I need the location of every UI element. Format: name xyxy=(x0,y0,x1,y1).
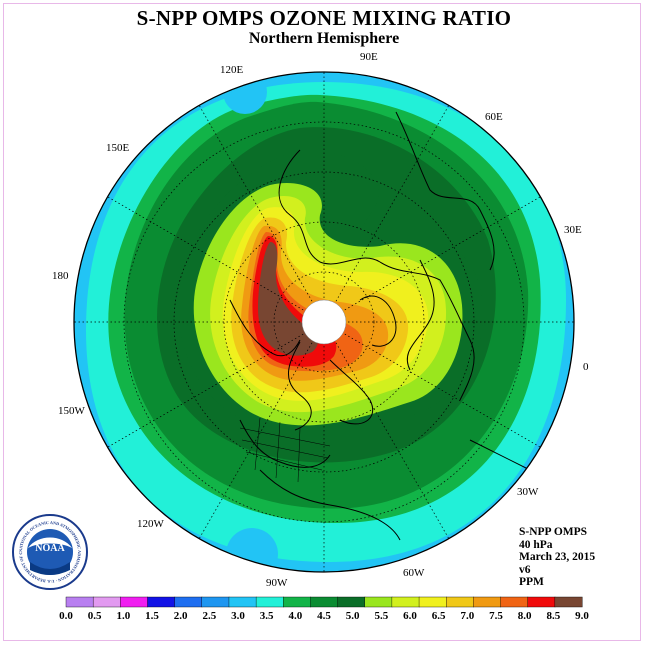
lon-label-30w: 30W xyxy=(517,486,539,498)
colorbar-tick-label: 2.0 xyxy=(174,610,188,622)
noaa-logo: NATIONAL OCEANIC AND ATMOSPHERIC ADMINIS… xyxy=(0,0,88,590)
map-subtitle: Northern Hemisphere xyxy=(248,30,400,47)
colorbar-swatch xyxy=(391,596,420,608)
colorbar-swatch xyxy=(554,596,583,608)
colorbar-swatch xyxy=(527,596,556,608)
colorbar-tick-label: 6.5 xyxy=(432,610,446,622)
map-boundary xyxy=(73,71,575,573)
colorbar-swatch xyxy=(120,596,148,608)
colorbar-tick-label: 3.5 xyxy=(260,610,274,622)
colorbar-tick-label: 4.5 xyxy=(317,610,331,622)
colorbar-swatch xyxy=(201,596,230,608)
colorbar-tick-label: 6.0 xyxy=(403,610,417,622)
colorbar-tick-label: 9.0 xyxy=(575,610,589,622)
logo-bird-icon xyxy=(28,537,72,548)
lon-label-30e: 30E xyxy=(564,224,582,236)
colorbar-tick-label: 4.0 xyxy=(288,610,302,622)
colorbar-swatch xyxy=(174,596,203,608)
lon-label-0: 0 xyxy=(583,361,589,373)
colorbar-tick-label: 0.5 xyxy=(88,610,102,622)
polar-missing-data xyxy=(301,299,347,345)
colorbar-tick-label: 3.0 xyxy=(231,610,245,622)
band-cyan-patch-lower xyxy=(226,528,278,572)
colorbar-tick-label: 0.0 xyxy=(59,610,73,622)
info-version: v6 xyxy=(519,563,531,576)
lon-label-90e: 90E xyxy=(360,51,378,63)
lon-label-150w: 150W xyxy=(58,405,86,417)
map-overlay xyxy=(74,72,574,572)
colorbar-swatch xyxy=(446,596,474,608)
colorbar-tick-label: 7.5 xyxy=(489,610,503,622)
colorbar-swatch xyxy=(65,596,94,608)
colorbar-swatch xyxy=(473,596,502,608)
colorbar-tick-label: 5.5 xyxy=(374,610,388,622)
graticule xyxy=(74,72,574,572)
colorbar-tick-labels: 0.0 0.5 1.0 1.5 2.0 2.5 3.0 3.5 4.0 4.5 5.0 5.5 6.0 6… xyxy=(59,610,589,622)
lon-label-120w: 120W xyxy=(137,518,165,530)
logo-name: NOAA xyxy=(35,543,65,554)
us-state-grid xyxy=(239,417,331,483)
colorbar-swatch xyxy=(147,596,176,608)
colorbar-tick-label: 1.5 xyxy=(145,610,159,622)
colorbar-tick-label: 8.5 xyxy=(546,610,560,622)
band-cyan-patch-upper xyxy=(223,72,267,114)
info-block: S-NPP OMPS 40 hPa March 23, 2015 v6 PPM xyxy=(519,526,595,589)
colorbar: 0.0 0.5 1.0 1.5 2.0 2.5 3.0 3.5 4.0 4.5 5.0 5.5 6.0 6… xyxy=(59,596,589,622)
coastlines xyxy=(229,111,531,541)
info-pressure: 40 hPa xyxy=(519,538,553,551)
logo-wave xyxy=(30,562,70,575)
lon-label-120e: 120E xyxy=(220,64,244,76)
info-units: PPM xyxy=(519,576,544,588)
colorbar-tick-label: 1.0 xyxy=(116,610,130,622)
colorbar-tick-label: 2.5 xyxy=(202,610,216,622)
colorbar-tick-label: 5.0 xyxy=(346,610,360,622)
lon-label-180: 180 xyxy=(52,270,69,282)
colorbar-swatch xyxy=(228,596,257,608)
colorbar-swatch xyxy=(255,596,284,608)
colorbar-swatch xyxy=(418,596,447,608)
colorbar-swatch xyxy=(92,596,121,608)
lon-label-60w: 60W xyxy=(403,567,425,579)
colorbar-swatches xyxy=(65,596,583,608)
logo-ring-text-path: NATIONAL OCEANIC AND ATMOSPHERIC ADMINIS… xyxy=(0,0,82,584)
colorbar-tick-label: 8.0 xyxy=(518,610,532,622)
longitude-labels: 90E 60E 30E 0 30W 60W 90W 120W 150W 180 … xyxy=(52,51,589,589)
logo-ring-text: NATIONAL OCEANIC AND ATMOSPHERIC ADMINIS… xyxy=(0,0,82,584)
colorbar-swatch xyxy=(283,596,311,608)
lon-label-90w: 90W xyxy=(266,577,288,589)
colorbar-swatch xyxy=(500,596,529,608)
colorbar-swatch xyxy=(310,596,339,608)
figure-frame xyxy=(3,3,641,641)
lon-label-60e: 60E xyxy=(485,111,503,123)
lon-label-150e: 150E xyxy=(106,142,130,154)
colorbar-swatch xyxy=(337,596,366,608)
info-date: March 23, 2015 xyxy=(519,551,596,563)
colorbar-swatch xyxy=(364,596,393,608)
info-instrument: S-NPP OMPS xyxy=(519,526,588,538)
map-title: S-NPP OMPS OZONE MIXING RATIO xyxy=(136,6,512,30)
colorbar-tick-label: 7.0 xyxy=(460,610,474,622)
